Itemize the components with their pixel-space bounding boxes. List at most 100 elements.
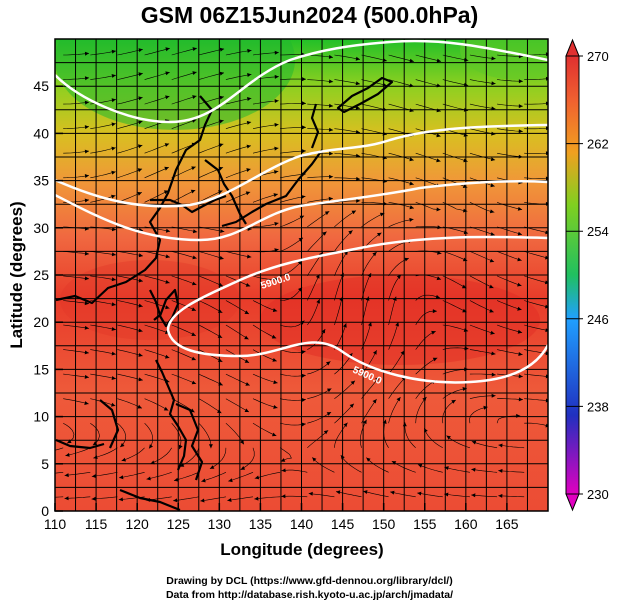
streamline	[524, 324, 548, 331]
x-tick-label: 145	[331, 516, 355, 532]
wind-arrowhead	[349, 403, 354, 408]
wind-arrowhead	[328, 103, 334, 108]
x-axis: 110 115 120 125 130 135 140 145 150 155 160 165	[44, 503, 519, 532]
streamline	[55, 447, 64, 451]
wind-arrowhead	[436, 58, 441, 63]
streamline	[279, 447, 292, 462]
streamline	[524, 127, 548, 130]
wind-arrowhead	[517, 257, 522, 262]
wind-arrowhead	[217, 334, 223, 338]
wind-arrowhead	[390, 490, 395, 495]
streamline	[225, 300, 250, 315]
streamline	[307, 211, 330, 228]
streamline	[497, 128, 523, 132]
colorbar-max-arrow	[565, 38, 580, 57]
streamline	[524, 349, 548, 354]
wind-arrowhead	[191, 380, 197, 385]
streamline	[225, 145, 251, 154]
streamline	[307, 79, 334, 83]
streamline	[150, 447, 172, 465]
colorbar-min-arrow	[565, 493, 580, 512]
streamline	[442, 399, 456, 424]
streamline	[198, 300, 223, 313]
streamline	[117, 422, 127, 448]
streamline	[63, 126, 90, 129]
streamline	[415, 79, 441, 87]
wind-arrowhead	[84, 125, 89, 130]
streamline	[225, 168, 251, 179]
streamline	[334, 79, 361, 85]
credit-data: Data from http://database.rish.kyoto-u.a…	[165, 589, 454, 601]
streamline	[144, 95, 170, 105]
wind-arrowhead	[165, 354, 170, 359]
wind-arrowhead	[84, 325, 89, 330]
wind-arrowhead	[518, 79, 523, 84]
wind-arrowhead	[247, 97, 252, 101]
streamline	[334, 403, 355, 424]
streamline	[117, 251, 144, 257]
streamline	[363, 490, 389, 498]
wind-arrowhead	[272, 358, 277, 362]
wind-arrowhead	[302, 77, 306, 82]
wind-arrowhead	[444, 492, 449, 497]
wind-arrowhead	[490, 157, 496, 162]
wind-arrowhead	[436, 276, 441, 281]
streamline	[55, 496, 64, 498]
wind-arrowhead	[138, 303, 143, 308]
wind-arrowhead	[192, 47, 197, 51]
wind-arrowhead	[395, 322, 399, 327]
streamline	[469, 54, 496, 59]
streamline	[171, 373, 197, 385]
wind-arrowhead	[120, 442, 125, 448]
streamline	[415, 54, 442, 62]
wind-arrowhead	[111, 49, 116, 54]
wind-arrowhead	[227, 498, 232, 502]
streamline	[279, 215, 305, 228]
wind-arrowhead	[247, 254, 252, 259]
streamline	[171, 349, 197, 361]
wind-arrowhead	[404, 257, 409, 262]
streamline	[471, 469, 498, 473]
streamline	[252, 300, 278, 312]
wind-arrowhead	[64, 496, 69, 501]
wind-arrowhead	[163, 406, 169, 411]
streamline	[144, 422, 154, 449]
streamline	[307, 54, 334, 58]
streamline	[307, 299, 320, 326]
wind-arrowhead	[65, 452, 70, 457]
wind-arrowhead	[247, 48, 252, 53]
streamline	[93, 447, 118, 459]
streamline	[119, 472, 145, 479]
streamline	[252, 124, 279, 129]
streamline	[252, 222, 279, 228]
streamline	[469, 79, 496, 84]
wind-arrowhead	[219, 71, 224, 76]
streamline	[307, 328, 326, 350]
wind-arrowhead	[138, 72, 143, 77]
streamline	[90, 349, 116, 355]
streamline	[63, 77, 90, 80]
streamline	[225, 373, 250, 386]
wind-arrowhead	[489, 258, 495, 263]
wind-arrowhead	[321, 329, 326, 334]
streamline	[442, 347, 469, 350]
streamline	[171, 47, 197, 56]
streamline	[469, 300, 494, 313]
streamline	[471, 441, 498, 449]
y-tick-label: 25	[33, 267, 49, 283]
wind-arrowhead	[471, 467, 476, 472]
coastline	[55, 76, 394, 511]
streamline	[63, 300, 90, 304]
wind-arrowhead	[220, 229, 225, 233]
wind-arrowhead	[228, 478, 233, 483]
wind-arrowhead	[84, 149, 89, 154]
wind-arrowhead	[471, 493, 476, 498]
wind-arrowhead	[111, 146, 116, 151]
field-details: 5900.0 5900.0	[55, 39, 548, 511]
wind-arrowhead	[435, 294, 441, 299]
wind-arrowhead	[409, 157, 414, 162]
wind-arrowhead	[246, 144, 251, 149]
streamline	[469, 395, 496, 399]
streamline	[524, 275, 548, 284]
y-tick-label: 30	[33, 220, 49, 236]
